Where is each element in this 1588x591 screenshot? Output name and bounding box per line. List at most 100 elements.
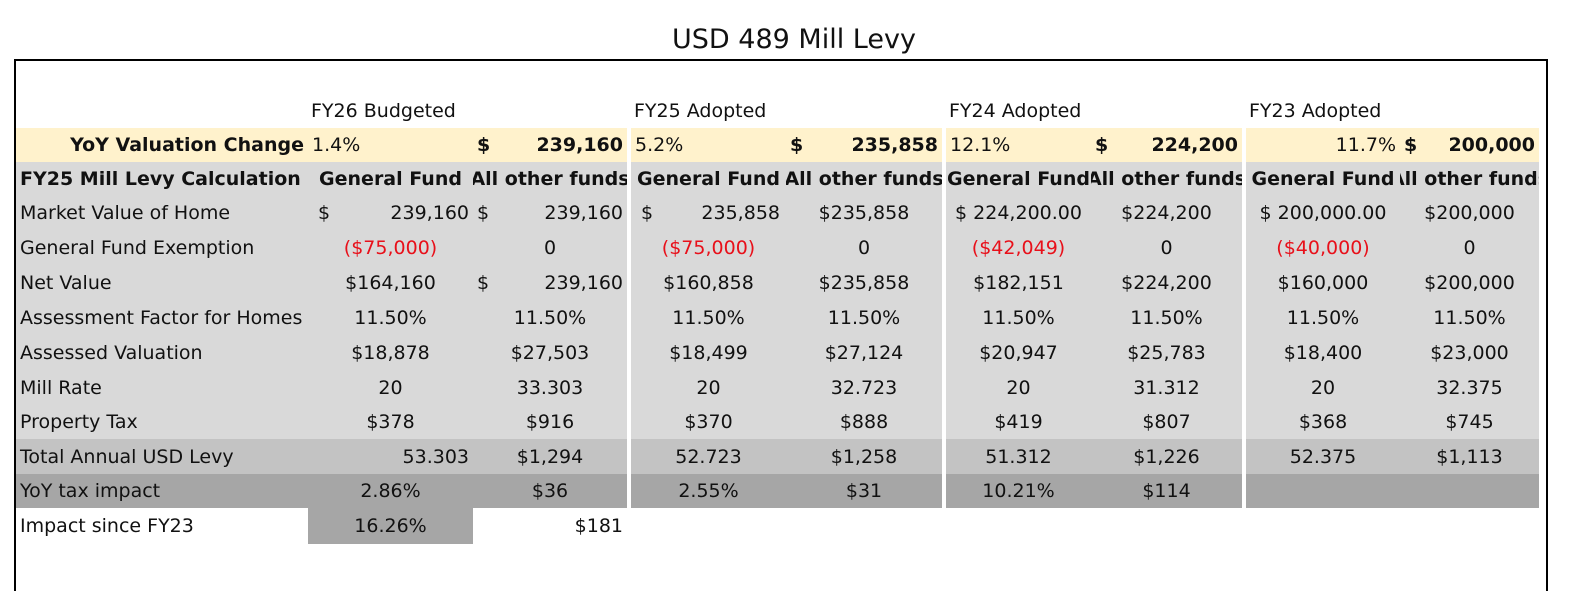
other-funds-header: All other funds <box>1400 162 1539 196</box>
currency-symbol: $ <box>1259 202 1272 224</box>
assessment-factor-cell: 11.50% <box>1091 300 1242 335</box>
impact-since-amount: $181 <box>574 515 623 537</box>
property-tax-cell: $916 <box>473 405 627 439</box>
valuation-home-value: $235,858 <box>786 128 942 162</box>
year-header-fy23: FY23 Adopted <box>1249 100 1382 122</box>
exemption-cell: ($75,000) <box>631 230 786 265</box>
currency-symbol: $ <box>955 202 968 224</box>
currency-symbol: $ <box>318 202 331 224</box>
market-value-cell: $239,160 <box>473 196 627 230</box>
currency-symbol: $ <box>1404 134 1418 156</box>
assessment-factor-cell: 11.50% <box>631 300 786 335</box>
market-value-cell: $200,000 <box>1400 196 1539 230</box>
exemption-cell: 0 <box>473 230 627 265</box>
net-value-cell: $239,160 <box>473 265 627 300</box>
mill-rate-cell: 32.375 <box>1400 370 1539 405</box>
exemption-cell: ($40,000) <box>1246 230 1400 265</box>
assessment-factor-cell: 11.50% <box>946 300 1091 335</box>
exemption-cell: ($42,049) <box>946 230 1091 265</box>
mill-levy-table: FY26 Budgeted FY25 Adopted FY24 Adopted … <box>16 94 1539 544</box>
row-label: Assessed Valuation <box>16 335 308 370</box>
market-value-cell: $239,160 <box>308 196 473 230</box>
total-levy-cell: $1,226 <box>1091 439 1242 474</box>
impact-since-pct: 16.26% <box>308 508 473 544</box>
net-value-cell: $160,000 <box>1246 265 1400 300</box>
general-fund-header: General Fund <box>631 162 786 196</box>
exemption-cell: 0 <box>1091 230 1242 265</box>
column-gap <box>942 94 950 128</box>
general-fund-header: General Fund <box>946 162 1091 196</box>
amount: 239,160 <box>390 202 469 224</box>
property-tax-cell: $888 <box>786 405 942 439</box>
valuation-change-pct: 12.1% <box>946 128 1091 162</box>
exemption-cell: 0 <box>786 230 942 265</box>
net-value-cell: $235,858 <box>786 265 942 300</box>
row-label: Assessment Factor for Homes <box>16 300 308 335</box>
blank-cell <box>16 94 308 128</box>
amount: 239,160 <box>544 271 623 294</box>
general-fund-header: General Fund <box>1246 162 1400 196</box>
year-header-fy24: FY24 Adopted <box>949 100 1082 122</box>
currency-symbol: $ <box>477 134 491 156</box>
amount: 224,200 <box>1151 134 1238 156</box>
valuation-change-label: YoY Valuation Change <box>16 128 308 162</box>
property-tax-cell: $419 <box>946 405 1091 439</box>
net-value-cell: $182,151 <box>946 265 1091 300</box>
mill-rate-cell: 20 <box>631 370 786 405</box>
page-title: USD 489 Mill Levy <box>672 24 916 55</box>
amount: 239,160 <box>544 202 623 224</box>
assessment-factor-cell: 11.50% <box>308 300 473 335</box>
exemption-cell: ($75,000) <box>308 230 473 265</box>
assessed-valuation-cell: $18,400 <box>1246 335 1400 370</box>
currency-symbol: $ <box>790 134 804 156</box>
assessed-valuation-cell: $27,503 <box>473 335 627 370</box>
yoy-impact-cell: $114 <box>1091 474 1242 508</box>
valuation-change-pct: 1.4% <box>308 128 473 162</box>
yoy-impact-cell: 2.86% <box>308 474 473 508</box>
market-value-cell: $ 200,000.00 <box>1246 196 1400 230</box>
total-levy-cell: 51.312 <box>946 439 1091 474</box>
property-tax-cell: $368 <box>1246 405 1400 439</box>
total-levy-cell: $1,258 <box>786 439 942 474</box>
amount: 200,000.00 <box>1277 202 1387 224</box>
mill-rate-cell: 31.312 <box>1091 370 1242 405</box>
amount: 235,858 <box>701 202 780 224</box>
mill-rate-cell: 20 <box>1246 370 1400 405</box>
row-label: Total Annual USD Levy <box>16 439 308 474</box>
exemption-cell: 0 <box>1400 230 1539 265</box>
market-value-cell: $235,858 <box>631 196 786 230</box>
assessment-factor-cell: 11.50% <box>1246 300 1400 335</box>
market-value-cell: $235,858 <box>786 196 942 230</box>
assessment-factor-cell: 11.50% <box>786 300 942 335</box>
mill-rate-cell: 20 <box>946 370 1091 405</box>
currency-symbol: $ <box>477 202 490 224</box>
net-value-cell: $200,000 <box>1400 265 1539 300</box>
mill-rate-cell: 33.303 <box>473 370 627 405</box>
yoy-impact-cell: 2.55% <box>631 474 786 508</box>
assessment-factor-cell: 11.50% <box>473 300 627 335</box>
valuation-change-pct: 11.7% <box>1246 128 1400 162</box>
valuation-change-pct: 5.2% <box>631 128 786 162</box>
property-tax-cell: $378 <box>308 405 473 439</box>
property-tax-cell: $745 <box>1400 405 1539 439</box>
column-gap <box>627 94 635 128</box>
currency-symbol: $ <box>641 202 654 224</box>
net-value-cell: $224,200 <box>1091 265 1242 300</box>
assessed-valuation-cell: $18,499 <box>631 335 786 370</box>
currency-symbol: $ <box>1095 134 1109 156</box>
currency-symbol: $ <box>477 271 490 294</box>
general-fund-header: General Fund <box>308 162 473 196</box>
property-tax-cell: $807 <box>1091 405 1242 439</box>
other-funds-header: All other funds <box>786 162 942 196</box>
assessed-valuation-cell: $18,878 <box>308 335 473 370</box>
yoy-impact-cell: $31 <box>786 474 942 508</box>
row-label: Net Value <box>16 265 308 300</box>
year-header-fy25: FY25 Adopted <box>634 100 767 122</box>
total-levy-cell: $1,294 <box>473 439 627 474</box>
row-label: Impact since FY23 <box>20 515 194 537</box>
total-levy-cell: $1,113 <box>1400 439 1539 474</box>
table-border <box>14 59 1548 591</box>
amount: 224,200.00 <box>973 202 1082 224</box>
amount: 235,858 <box>851 134 938 156</box>
other-funds-header: All other funds <box>473 162 627 196</box>
